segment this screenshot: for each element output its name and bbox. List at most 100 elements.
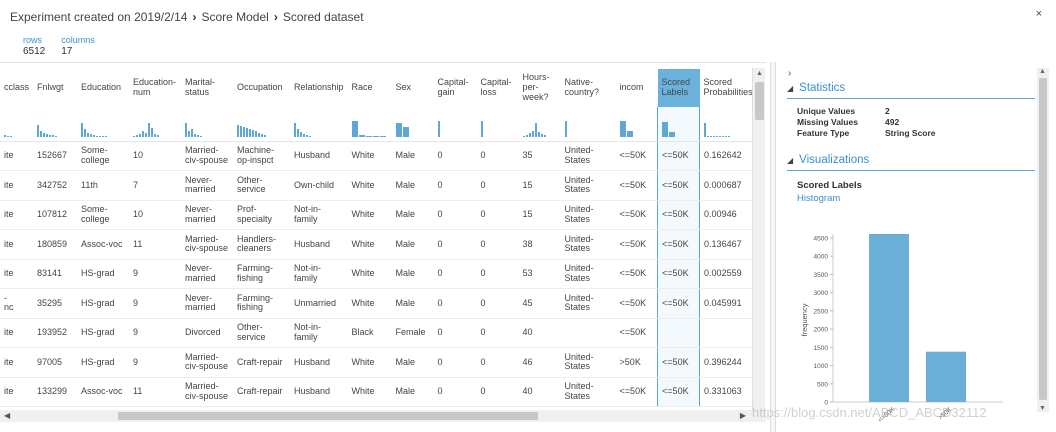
table-cell: HS-grad bbox=[77, 318, 130, 348]
table-cell: Male bbox=[391, 259, 434, 289]
scroll-right-icon[interactable]: ▶ bbox=[739, 411, 746, 420]
column-mini-histogram[interactable] bbox=[37, 113, 73, 137]
column-mini-histogram[interactable] bbox=[133, 113, 177, 137]
table-cell: Husband bbox=[290, 347, 348, 378]
table-cell: Other-service bbox=[233, 170, 291, 201]
column-mini-histogram[interactable] bbox=[81, 113, 125, 137]
column-header[interactable]: Scored Probabilities bbox=[703, 77, 753, 97]
table-cell: 7 bbox=[129, 170, 182, 201]
table-cell: Assoc-voc bbox=[77, 377, 130, 407]
table-row[interactable]: ite 180859 Assoc-voc 11 Married-civ-spouse Ha… bbox=[0, 229, 758, 260]
table-cell: <=50K bbox=[657, 141, 701, 171]
column-header[interactable]: Relationship bbox=[294, 82, 344, 93]
mini-histogram-bar bbox=[249, 128, 252, 137]
mini-histogram-bar bbox=[707, 135, 710, 137]
column-mini-histogram[interactable] bbox=[294, 113, 344, 137]
table-cell: Own-child bbox=[290, 170, 348, 201]
table-cell: <=50K bbox=[657, 229, 701, 260]
visualization-type-link[interactable]: Histogram bbox=[797, 193, 841, 204]
column-mini-histogram[interactable] bbox=[564, 113, 612, 137]
column-mini-histogram[interactable] bbox=[351, 113, 388, 137]
scroll-thumb[interactable] bbox=[1039, 78, 1047, 400]
column-header[interactable]: Fnlwgt bbox=[37, 82, 64, 93]
scroll-left-icon[interactable]: ◀ bbox=[4, 411, 11, 420]
table-row[interactable]: ite 97005 HS-grad 9 Married-civ-spouse Craft-… bbox=[0, 347, 758, 378]
column-mini-histogram[interactable] bbox=[522, 113, 557, 137]
mini-histogram-bar bbox=[372, 135, 379, 137]
columns-label: columns bbox=[61, 35, 95, 45]
mini-histogram-bar bbox=[90, 133, 93, 137]
column-mini-histogram[interactable] bbox=[619, 113, 654, 137]
mini-histogram-bar bbox=[191, 128, 194, 137]
column-mini-histogram[interactable] bbox=[4, 113, 29, 137]
column-header[interactable]: Scored Labels bbox=[657, 69, 700, 107]
column-header[interactable]: Capital-loss bbox=[480, 77, 512, 97]
scroll-thumb[interactable] bbox=[118, 412, 538, 420]
table-row[interactable]: ite 133299 Assoc-voc 11 Married-civ-spouse Cr… bbox=[0, 377, 758, 407]
table-row[interactable]: ite 107812 Some-college 10 Never-married Prof… bbox=[0, 200, 758, 230]
panel-vertical-scrollbar[interactable]: ▲ ▼ bbox=[1037, 68, 1049, 412]
column-mini-histogram[interactable] bbox=[480, 113, 515, 137]
statistics-section-header[interactable]: ◢ Statistics bbox=[787, 82, 1035, 99]
scroll-up-icon[interactable]: ▲ bbox=[1039, 68, 1046, 75]
table-row[interactable]: ite 193952 HS-grad 9 Divorced Other-service No… bbox=[0, 318, 758, 348]
table-cell: Unmarried bbox=[290, 288, 348, 319]
table-cell: 107812 bbox=[33, 200, 78, 230]
column-mini-histogram[interactable] bbox=[185, 113, 229, 137]
column-header[interactable]: Education-num bbox=[133, 77, 177, 97]
table-cell: 0.136467 bbox=[699, 229, 758, 260]
visualizations-section-header[interactable]: ◢ Visualizations bbox=[787, 154, 1035, 171]
mini-histogram-bar bbox=[662, 121, 669, 137]
scroll-up-icon[interactable]: ▲ bbox=[756, 70, 763, 77]
column-mini-histogram[interactable] bbox=[237, 113, 286, 137]
dataset-header: Experiment created on 2019/2/14 › Score Mo… bbox=[0, 0, 1056, 62]
breadcrumb-module[interactable]: Score Model bbox=[201, 10, 269, 24]
column-header[interactable]: Native-country? bbox=[564, 77, 600, 97]
column-mini-histogram[interactable] bbox=[437, 113, 473, 137]
table-row[interactable]: ite 342752 11th 7 Never-married Other-service… bbox=[0, 170, 758, 201]
column-mini-histogram[interactable] bbox=[662, 113, 695, 137]
table-cell: 40 bbox=[518, 377, 561, 407]
grid-horizontal-scrollbar[interactable]: ◀ ▶ bbox=[0, 410, 766, 422]
column-header[interactable]: Education bbox=[81, 82, 122, 93]
table-cell: <=50K bbox=[615, 229, 658, 260]
column-mini-histogram[interactable] bbox=[704, 113, 754, 137]
table-cell: 97005 bbox=[33, 347, 78, 378]
mini-histogram-bar bbox=[537, 131, 540, 137]
table-cell: Married-civ-spouse bbox=[181, 141, 234, 171]
column-header[interactable]: Marital-status bbox=[185, 77, 216, 97]
table-cell: 9 bbox=[129, 318, 182, 348]
column-header[interactable]: cclass bbox=[4, 82, 30, 93]
collapse-panel-icon[interactable]: › bbox=[788, 68, 792, 79]
mini-histogram-bar bbox=[10, 135, 12, 137]
column-header[interactable]: Capital-gain bbox=[437, 77, 469, 97]
table-cell: United-States bbox=[560, 377, 616, 407]
panel-splitter[interactable] bbox=[770, 62, 776, 432]
mini-histogram-bar bbox=[105, 135, 108, 137]
scroll-down-icon[interactable]: ▼ bbox=[1039, 405, 1046, 412]
column-header[interactable]: Race bbox=[351, 82, 373, 93]
table-cell: Assoc-voc bbox=[77, 229, 130, 260]
grid-vertical-scrollbar[interactable]: ▲ bbox=[752, 68, 765, 412]
column-header[interactable]: Hours-per-week? bbox=[522, 72, 550, 102]
mini-histogram-bar bbox=[351, 120, 358, 137]
mini-histogram-bar bbox=[49, 134, 52, 137]
table-cell: 53 bbox=[518, 259, 561, 289]
mini-histogram-bar bbox=[297, 128, 300, 137]
mini-histogram-bar bbox=[528, 132, 531, 137]
mini-histogram-bar bbox=[157, 134, 160, 137]
table-row[interactable]: ite 152667 Some-college 10 Married-civ-spous… bbox=[0, 141, 758, 171]
table-row[interactable]: ite 83141 HS-grad 9 Never-married Farming-fis… bbox=[0, 259, 758, 289]
column-header[interactable]: Occupation bbox=[237, 82, 283, 93]
scroll-thumb[interactable] bbox=[755, 82, 764, 120]
column-header[interactable]: incom bbox=[619, 82, 644, 93]
table-cell: White bbox=[347, 347, 392, 378]
table-cell: 0.00946 bbox=[699, 200, 758, 230]
table-row[interactable]: - nc 35295 HS-grad 9 Never-married Farming-fi… bbox=[0, 288, 758, 319]
breadcrumb-experiment[interactable]: Experiment created on 2019/2/14 bbox=[10, 10, 188, 24]
column-header[interactable]: Sex bbox=[395, 82, 412, 93]
close-icon[interactable]: × bbox=[1035, 8, 1042, 20]
breadcrumb: Experiment created on 2019/2/14 › Score Mo… bbox=[10, 10, 364, 24]
column-mini-histogram[interactable] bbox=[395, 113, 430, 137]
table-cell: 0.331063 bbox=[699, 377, 758, 407]
